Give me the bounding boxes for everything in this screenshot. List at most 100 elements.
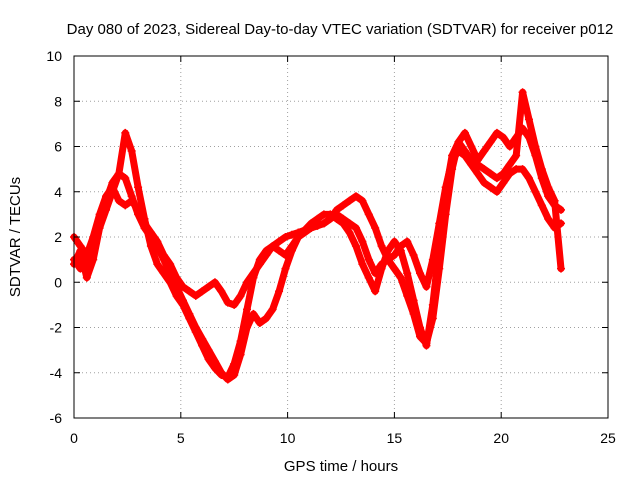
data-point — [172, 291, 181, 300]
y-tick-label: 8 — [54, 93, 62, 109]
data-point — [505, 160, 514, 169]
data-point — [82, 273, 91, 282]
data-point — [358, 237, 367, 246]
data-point — [351, 192, 360, 201]
y-tick-labels: -6 -4 -2 0 2 4 6 8 10 — [46, 48, 62, 426]
data-point — [275, 237, 284, 246]
data-point — [409, 251, 418, 260]
series-layer — [70, 88, 566, 384]
y-tick-label: -6 — [50, 410, 63, 426]
x-tick-label: 10 — [280, 430, 296, 446]
data-point — [524, 115, 533, 124]
data-point — [428, 300, 437, 309]
data-point — [345, 196, 354, 205]
data-point — [518, 88, 527, 97]
data-point — [448, 151, 457, 160]
data-point — [281, 264, 290, 273]
data-point — [326, 210, 335, 219]
data-point — [557, 264, 566, 273]
x-tick-label: 5 — [177, 430, 185, 446]
y-tick-label: 2 — [54, 229, 62, 245]
data-point — [230, 359, 239, 368]
data-point — [492, 187, 501, 196]
data-point — [249, 273, 258, 282]
data-point — [492, 174, 501, 183]
data-point — [351, 242, 360, 251]
data-point — [467, 142, 476, 151]
data-point — [486, 183, 495, 192]
x-tick-label: 25 — [600, 430, 616, 446]
data-point — [524, 174, 533, 183]
data-point — [486, 169, 495, 178]
data-point — [230, 300, 239, 309]
data-point — [383, 246, 392, 255]
data-point — [480, 178, 489, 187]
data-point — [114, 169, 123, 178]
data-point — [204, 282, 213, 291]
data-point — [185, 314, 194, 323]
data-point — [390, 251, 399, 260]
data-point — [531, 187, 540, 196]
data-point — [217, 371, 226, 380]
data-point — [531, 142, 540, 151]
data-point — [332, 205, 341, 214]
data-point — [127, 196, 136, 205]
data-point — [236, 337, 245, 346]
data-point — [140, 214, 149, 223]
data-point — [390, 264, 399, 273]
data-point — [390, 237, 399, 246]
data-point — [544, 214, 553, 223]
data-point — [416, 323, 425, 332]
data-point — [358, 260, 367, 269]
data-point — [210, 278, 219, 287]
data-point — [351, 223, 360, 232]
data-point — [287, 242, 296, 251]
data-point — [172, 273, 181, 282]
data-point — [121, 174, 130, 183]
data-point — [223, 373, 232, 382]
data-point — [435, 242, 444, 251]
data-point — [550, 196, 559, 205]
data-point — [243, 305, 252, 314]
data-point — [416, 269, 425, 278]
data-point — [236, 291, 245, 300]
data-point — [294, 233, 303, 241]
data-point — [191, 328, 200, 337]
data-point — [178, 300, 187, 309]
data-point — [198, 341, 207, 350]
data-point — [396, 246, 405, 255]
data-point — [159, 251, 168, 260]
data-point — [512, 151, 521, 160]
data-point — [185, 287, 194, 296]
y-tick-label: 6 — [54, 139, 62, 155]
x-tick-labels: 0 5 10 15 20 25 — [70, 430, 616, 446]
data-point — [268, 305, 277, 314]
data-point — [210, 364, 219, 373]
data-point — [505, 142, 514, 151]
y-axis-title: SDTVAR / TECUs — [7, 177, 24, 297]
data-point — [473, 160, 482, 169]
data-point — [191, 291, 200, 300]
data-point — [332, 214, 341, 223]
data-point — [377, 264, 386, 273]
data-point — [255, 318, 264, 327]
data-point — [409, 296, 418, 305]
data-point — [89, 255, 98, 264]
x-tick-label: 15 — [387, 430, 403, 446]
data-point — [422, 282, 431, 291]
data-point — [403, 269, 412, 278]
data-point — [121, 128, 130, 137]
data-point — [102, 205, 111, 214]
data-point — [159, 269, 168, 278]
data-point — [486, 137, 495, 146]
data-point — [492, 128, 501, 137]
data-point — [364, 255, 373, 264]
data-point — [281, 251, 290, 260]
data-point — [307, 219, 316, 228]
data-point — [396, 273, 405, 282]
data-point — [275, 246, 284, 255]
data-point — [319, 219, 328, 228]
data-point — [313, 214, 322, 223]
data-point — [198, 287, 207, 296]
